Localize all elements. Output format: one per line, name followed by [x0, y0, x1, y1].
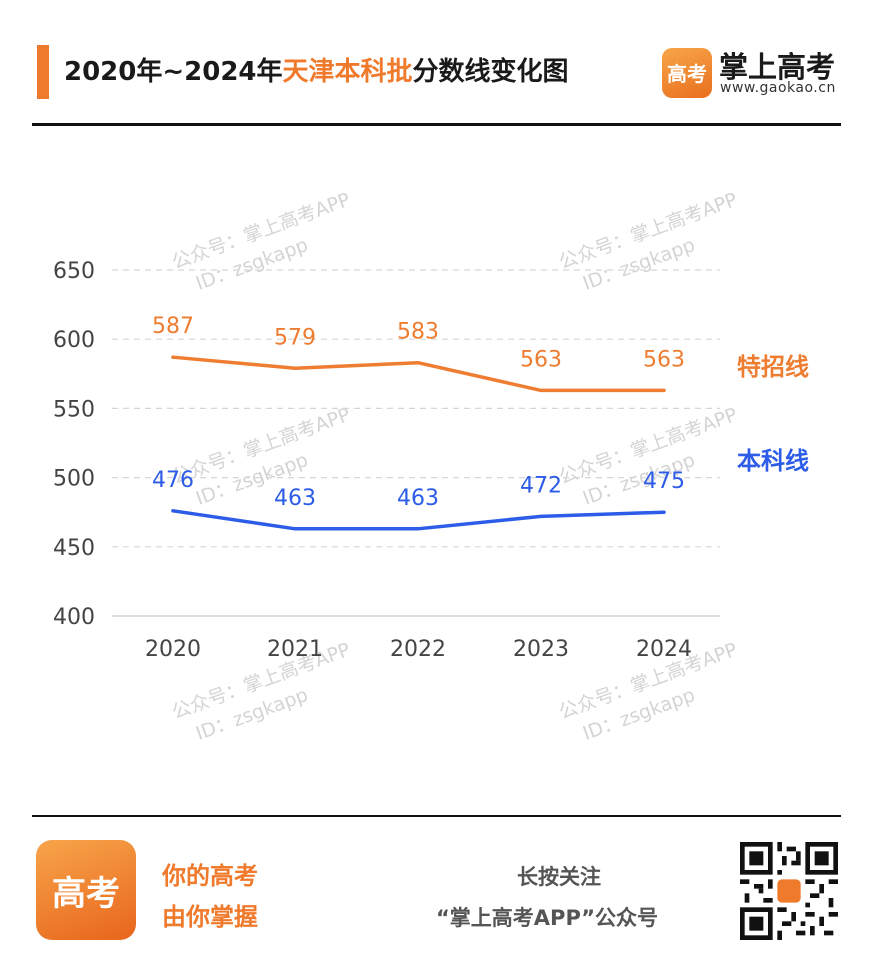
brand-logo-glyph: 高考 — [667, 62, 707, 86]
series-line — [171, 509, 666, 531]
data-label: 476 — [152, 468, 194, 493]
qr-code-icon[interactable] — [740, 842, 838, 940]
brand-url: www.gaokao.cn — [720, 80, 836, 96]
data-label: 463 — [397, 486, 439, 511]
y-tick-label: 550 — [53, 397, 95, 422]
footer-divider — [32, 815, 841, 817]
page-title: 2020年~2024年天津本科批分数线变化图 — [64, 52, 569, 92]
data-point — [416, 361, 420, 365]
data-point — [293, 527, 297, 531]
header-divider — [32, 123, 841, 126]
data-label: 563 — [643, 347, 685, 372]
y-tick-label: 650 — [53, 259, 95, 284]
data-point — [662, 510, 666, 514]
data-point — [293, 366, 297, 370]
legend-label: 本科线 — [737, 447, 809, 475]
x-tick-label: 2021 — [267, 637, 323, 662]
data-label: 472 — [520, 473, 562, 498]
data-label: 463 — [274, 486, 316, 511]
data-label: 587 — [152, 314, 194, 339]
title-suffix: 分数线变化图 — [412, 57, 569, 87]
x-tick-label: 2023 — [513, 637, 569, 662]
follow-line-1: 长按关注 — [517, 865, 601, 889]
legend-label: 特招线 — [737, 353, 809, 381]
data-label: 475 — [643, 469, 685, 494]
y-tick-label: 450 — [53, 536, 95, 561]
app-logo-glyph: 高考 — [52, 874, 120, 914]
data-label: 579 — [274, 325, 316, 350]
data-point — [171, 355, 175, 359]
brand-logo-icon: 高考 — [662, 48, 712, 98]
data-label: 563 — [520, 347, 562, 372]
slogan-line-1: 你的高考 — [162, 862, 258, 890]
data-point — [539, 514, 543, 518]
title-prefix: 2020年~2024年 — [64, 57, 283, 87]
title-accent-bar — [37, 45, 49, 99]
slogan-line-2: 由你掌握 — [162, 903, 258, 931]
brand-name: 掌上高考 — [719, 50, 836, 84]
x-tick-label: 2024 — [636, 637, 692, 662]
follow-line-2: “掌上高考APP”公众号 — [436, 906, 659, 930]
data-point — [171, 509, 175, 513]
data-point — [662, 388, 666, 392]
x-tick-label: 2020 — [145, 637, 201, 662]
data-point — [539, 388, 543, 392]
x-tick-label: 2022 — [390, 637, 446, 662]
data-label: 583 — [397, 320, 439, 345]
y-tick-label: 400 — [53, 605, 95, 630]
y-tick-label: 500 — [53, 467, 95, 492]
app-logo-icon: 高考 — [36, 840, 136, 940]
title-highlight: 天津本科批 — [282, 57, 413, 87]
y-tick-label: 600 — [53, 328, 95, 353]
data-point — [416, 527, 420, 531]
